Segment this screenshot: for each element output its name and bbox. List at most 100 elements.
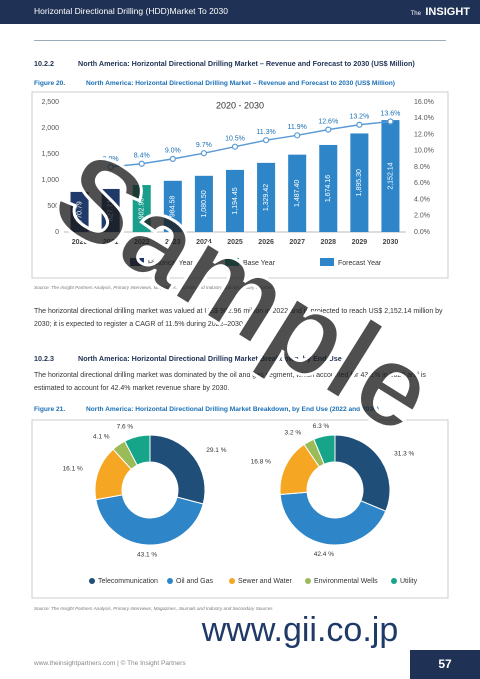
- bar: [163, 180, 182, 232]
- growth-label: 8.4%: [134, 153, 150, 160]
- x-tick-label: 2021: [103, 239, 119, 246]
- pie-slice: [279, 491, 387, 546]
- pie-slice: [95, 494, 204, 546]
- growth-label: 13.2%: [349, 114, 369, 121]
- header-title: Horizontal Directional Drilling (HDD)Mar…: [34, 6, 228, 16]
- bar: [257, 162, 276, 232]
- growth-label: 11.9%: [288, 124, 307, 131]
- legend-label: Base Year: [243, 260, 276, 267]
- chart-frame: [31, 419, 449, 599]
- growth-marker: [107, 163, 114, 171]
- y2-tick-label: 4.0%: [414, 196, 430, 203]
- x-tick-label: 2028: [320, 239, 336, 246]
- bar: [132, 185, 151, 232]
- growth-marker: [200, 150, 208, 157]
- pie-label: 7.6 %: [117, 424, 134, 431]
- bar: [225, 169, 245, 232]
- y-tick-label: 1,500: [41, 151, 59, 158]
- y2-tick-label: 6.0%: [414, 180, 430, 187]
- legend-swatch: [167, 578, 173, 584]
- x-tick-label: 2026: [258, 239, 274, 246]
- growth-marker: [138, 160, 145, 167]
- y2-tick-label: 8.0%: [414, 164, 430, 171]
- growth-marker: [262, 137, 270, 144]
- figure-caption: North America: Horizontal Directional Dr…: [86, 406, 379, 413]
- growth-label: 11.3%: [256, 129, 275, 136]
- x-tick-label: 2030: [383, 239, 399, 246]
- section-number: 10.2.2: [34, 59, 54, 68]
- logo-main: INSIGHT: [425, 6, 470, 18]
- growth-label: 12.6%: [318, 118, 338, 125]
- footer-text: www.theinsightpartners.com | © The Insig…: [34, 660, 186, 667]
- legend-label: Forecast Year: [338, 260, 382, 267]
- pie-slice: [124, 434, 151, 466]
- y-tick-label: 2,500: [41, 99, 59, 106]
- section-title: North America: Horizontal Directional Dr…: [78, 354, 342, 363]
- bar-label: 1,895.30: [356, 169, 363, 196]
- pie-slice: [334, 434, 391, 512]
- x-tick-label: 2020: [72, 239, 88, 246]
- figure-number: Figure 20.: [34, 80, 66, 87]
- legend-label: Utility: [400, 578, 418, 585]
- growth-marker: [387, 118, 394, 125]
- revenue-chart: 2020 - 2030 0 500 1,000 1,500 2,000 2,500 0.0% 2…: [31, 91, 449, 279]
- legend-swatch: [130, 258, 144, 266]
- growth-label: 13.6%: [381, 110, 401, 117]
- legend-swatch: [225, 258, 239, 266]
- bar: [288, 154, 307, 232]
- pie-label: 4.1 %: [93, 433, 110, 440]
- y-tick-label: 0: [55, 229, 59, 236]
- bar-label: 984.58: [170, 196, 177, 218]
- figure-number: Figure 21.: [34, 406, 66, 413]
- header-bar: [0, 0, 480, 24]
- y2-tick-label: 0.0%: [414, 229, 430, 236]
- growth-label: 9.7%: [196, 142, 212, 149]
- bar: [319, 144, 338, 232]
- growth-label: 8.0%: [103, 156, 119, 163]
- section-title: North America: Horizontal Directional Dr…: [78, 59, 415, 68]
- x-tick-label: 2022: [134, 239, 150, 246]
- legend-swatch: [391, 578, 397, 584]
- x-tick-label: 2023: [165, 239, 181, 246]
- x-tick-label: 2029: [352, 239, 368, 246]
- growth-label: 10.5%: [225, 136, 245, 143]
- bar: [70, 191, 89, 232]
- bar-label: 1,487.40: [294, 180, 301, 207]
- bar-label: 827.71: [107, 200, 114, 222]
- bar: [101, 188, 120, 232]
- figure-source: Source: The Insight Partners Analysis, P…: [34, 285, 273, 290]
- figure-source: Source: The Insight Partners Analysis, P…: [34, 606, 273, 611]
- bar-label: 1,194.45: [232, 187, 239, 214]
- legend-label: Telecommunication: [98, 578, 158, 585]
- y2-tick-label: 10.0%: [414, 148, 434, 155]
- y-tick-label: 2,000: [41, 125, 59, 132]
- y2-tick-label: 2.0%: [414, 213, 430, 220]
- paragraph: The horizontal directional drilling mark…: [34, 308, 443, 328]
- growth-marker: [231, 143, 239, 150]
- bar-label: 1,080.50: [201, 190, 208, 217]
- section-number: 10.2.3: [34, 354, 54, 363]
- pie-label: 3.2 %: [285, 430, 302, 437]
- chart-frame: [31, 91, 449, 279]
- legend-label: Environmental Wells: [314, 578, 378, 585]
- pie-slice: [149, 434, 206, 505]
- x-tick-label: 2024: [196, 239, 212, 246]
- growth-marker: [356, 121, 363, 128]
- bar-label: 1,329.42: [263, 184, 270, 211]
- pie-label: 42.4 %: [314, 551, 334, 558]
- bar-label: 1,674.16: [325, 175, 332, 202]
- growth-line: [110, 120, 391, 168]
- x-tick-label: 2025: [227, 239, 243, 246]
- legend-label: Oil and Gas: [176, 578, 213, 585]
- pie-label: 16.8 %: [251, 459, 271, 466]
- y-tick-label: 500: [47, 203, 59, 210]
- legend-swatch: [229, 578, 235, 584]
- growth-label: 9.0%: [165, 148, 181, 155]
- logo: The INSIGHT Partners: [411, 2, 470, 38]
- bar: [194, 175, 213, 232]
- pie-label: 31.3 %: [394, 451, 414, 458]
- pie-label: 16.1 %: [63, 466, 83, 473]
- growth-marker: [169, 155, 176, 162]
- x-tick-label: 2027: [289, 239, 305, 246]
